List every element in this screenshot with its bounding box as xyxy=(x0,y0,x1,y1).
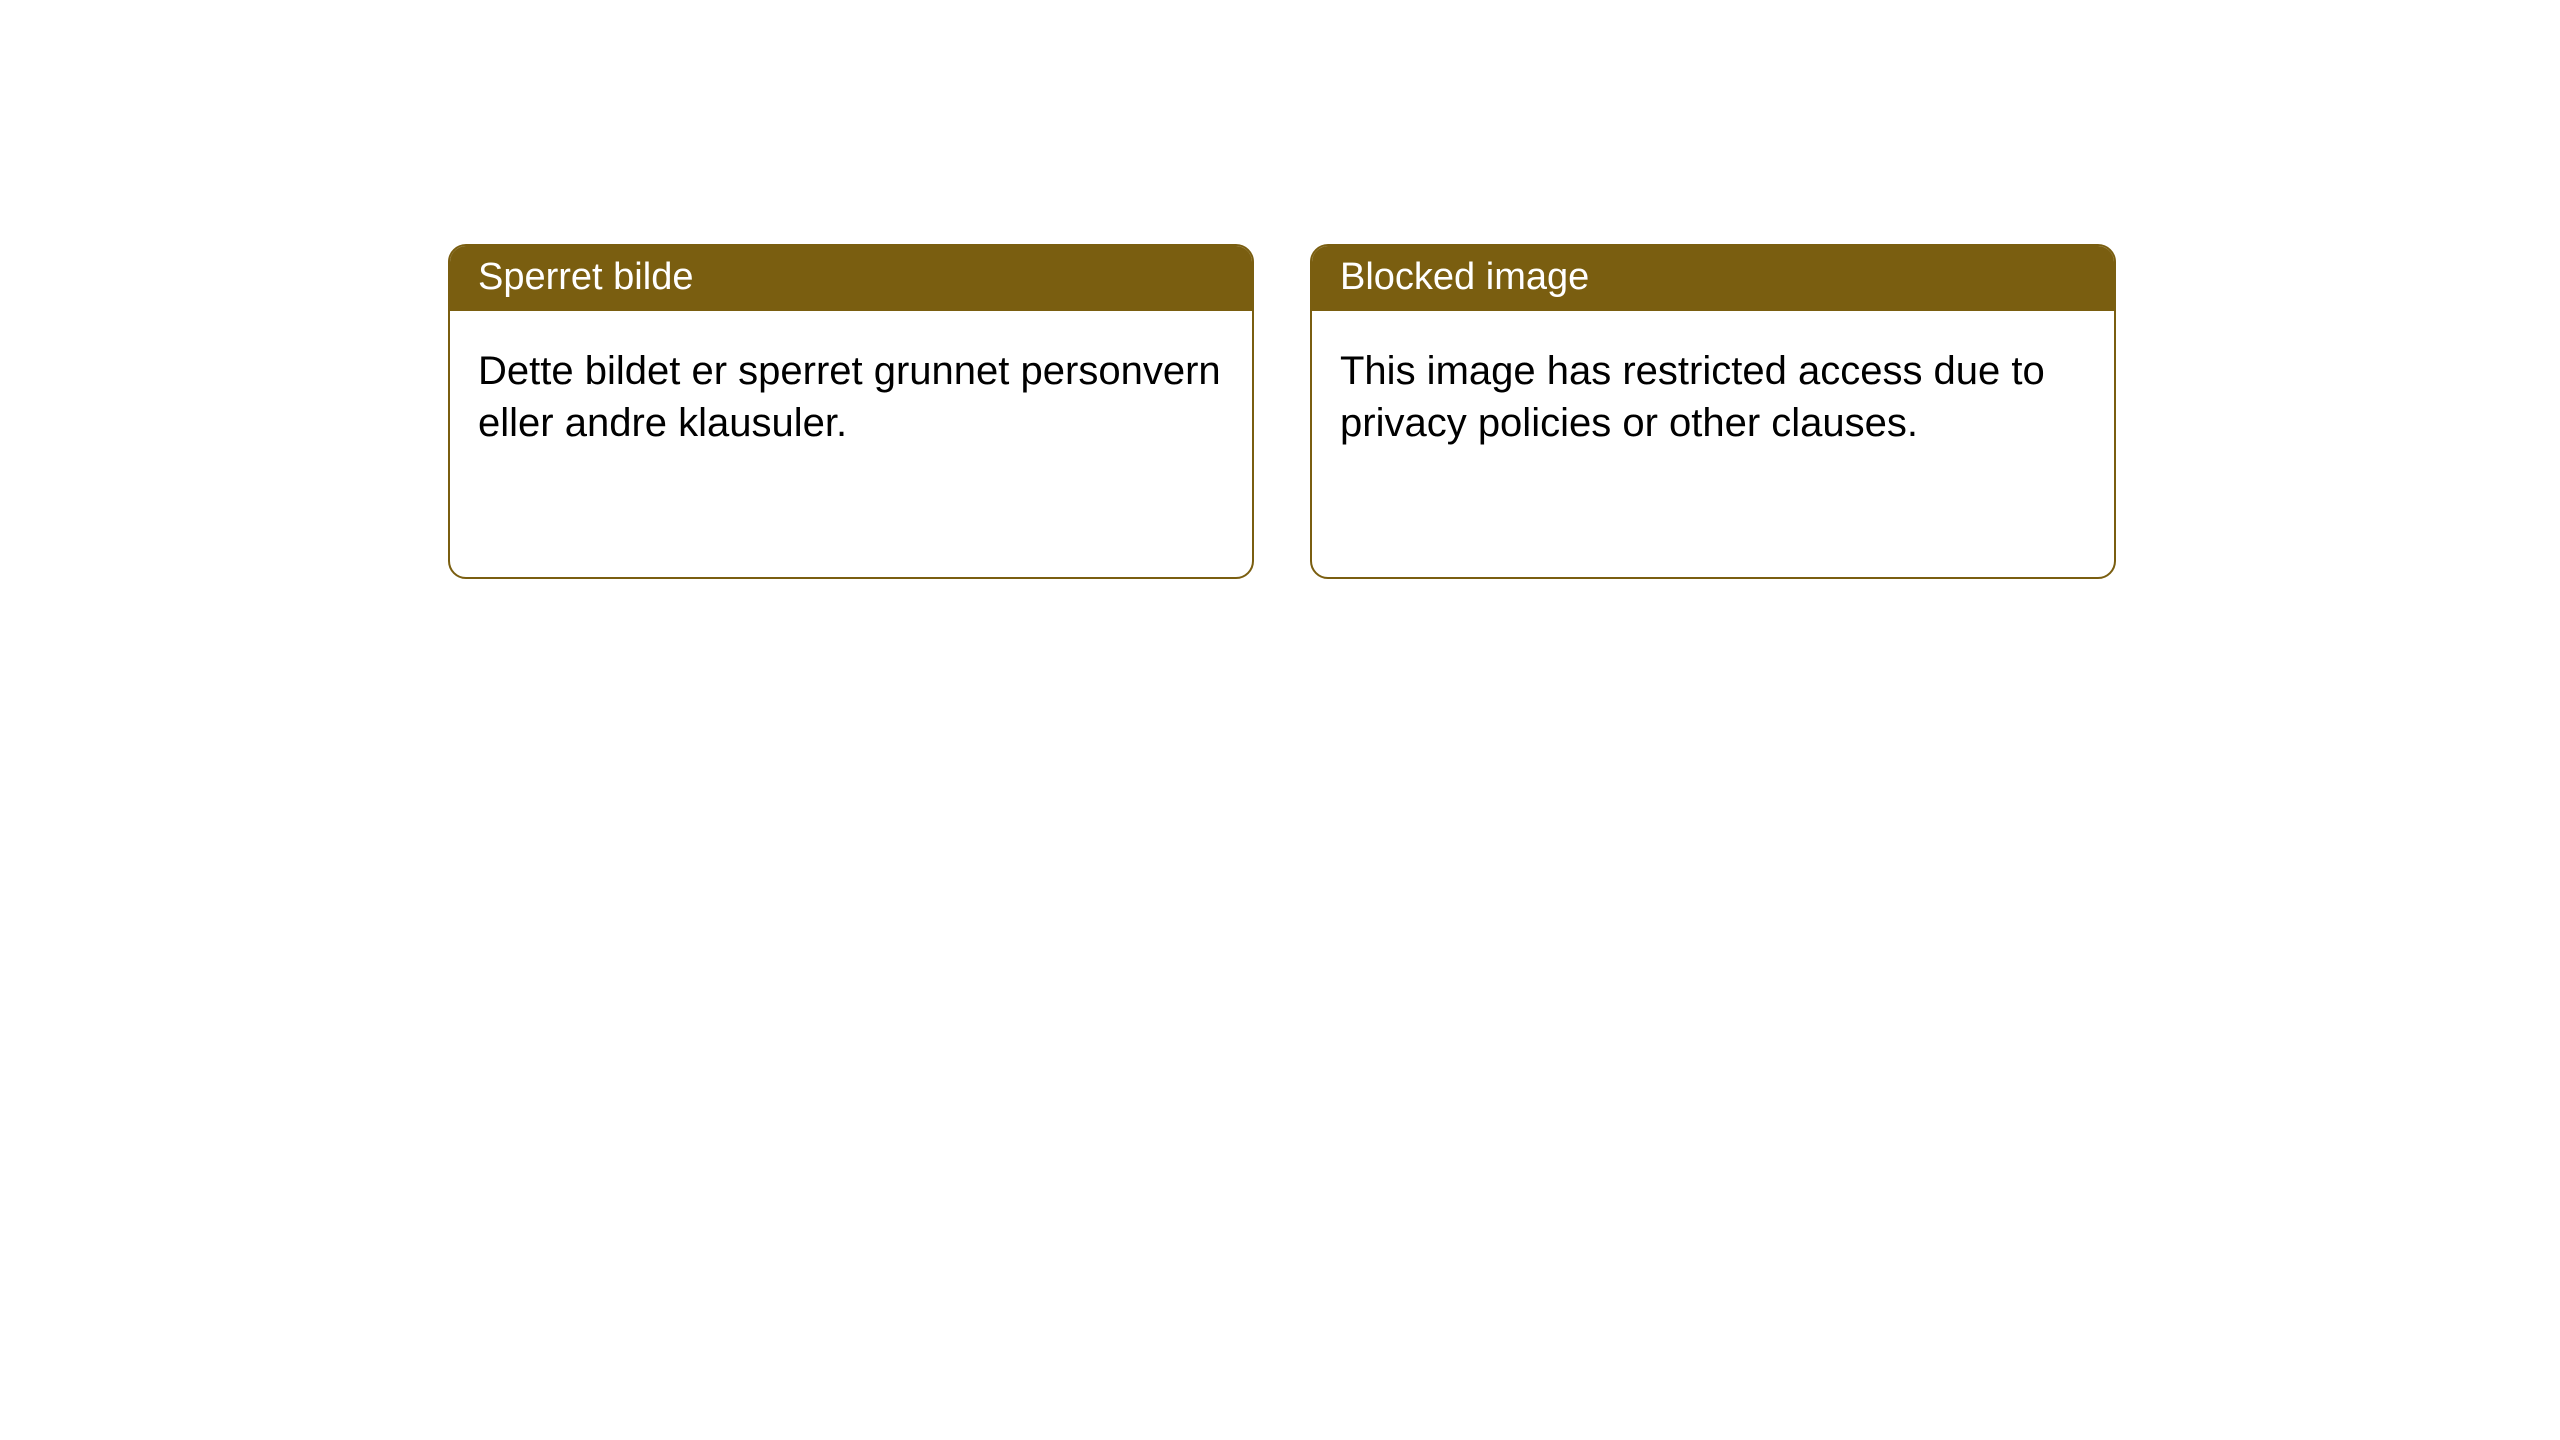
card-body: This image has restricted access due to … xyxy=(1312,311,2114,483)
card-title: Sperret bilde xyxy=(478,256,693,298)
card-message: This image has restricted access due to … xyxy=(1340,349,2045,445)
card-body: Dette bildet er sperret grunnet personve… xyxy=(450,311,1252,483)
card-message: Dette bildet er sperret grunnet personve… xyxy=(478,349,1221,445)
card-header: Sperret bilde xyxy=(450,246,1252,311)
card-header: Blocked image xyxy=(1312,246,2114,311)
card-title: Blocked image xyxy=(1340,256,1589,298)
blocked-image-card-norwegian: Sperret bilde Dette bildet er sperret gr… xyxy=(448,244,1254,579)
blocked-image-card-english: Blocked image This image has restricted … xyxy=(1310,244,2116,579)
notice-container: Sperret bilde Dette bildet er sperret gr… xyxy=(0,0,2560,579)
